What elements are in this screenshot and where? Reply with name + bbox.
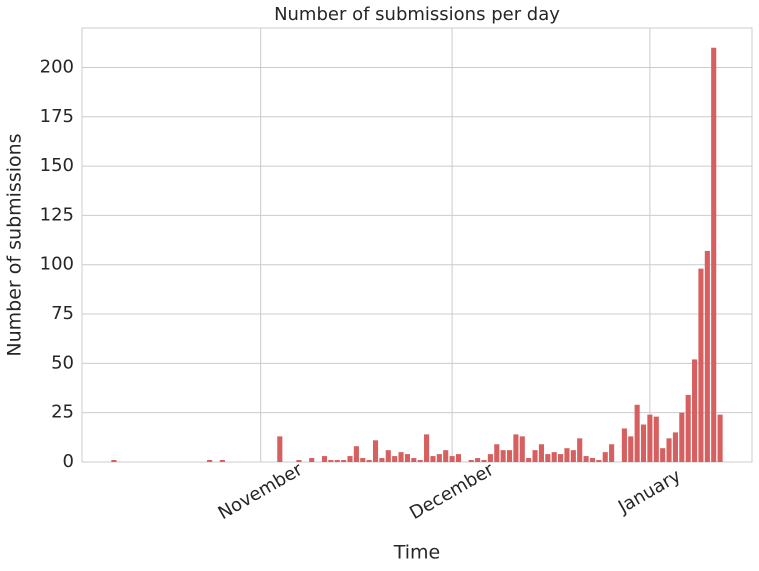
- plot-area: [81, 27, 753, 463]
- bar: [621, 428, 627, 462]
- bar: [564, 448, 570, 462]
- bar: [704, 250, 710, 462]
- y-tick-label: 75: [51, 303, 74, 324]
- bar: [430, 456, 436, 462]
- y-tick-label: 150: [40, 155, 74, 176]
- bar: [436, 454, 442, 462]
- bar: [692, 359, 698, 462]
- y-tick-label: 100: [40, 254, 74, 275]
- bar: [404, 454, 410, 462]
- bar: [666, 438, 672, 462]
- bar: [711, 47, 717, 463]
- bar: [577, 438, 583, 462]
- bar: [679, 412, 685, 462]
- bar: [545, 454, 551, 462]
- bar: [487, 454, 493, 462]
- bar: [424, 434, 430, 462]
- x-axis-label: Time: [393, 542, 441, 564]
- bar: [347, 456, 353, 462]
- bar: [417, 460, 423, 462]
- bar: [328, 460, 334, 462]
- bar: [558, 454, 564, 462]
- bar: [513, 434, 519, 462]
- bar: [596, 460, 602, 462]
- x-tick-label: January: [614, 465, 685, 518]
- bar: [506, 450, 513, 462]
- y-tick-label: 50: [51, 352, 74, 373]
- y-tick-label: 125: [40, 204, 74, 225]
- bar: [392, 456, 398, 462]
- bar: [309, 458, 315, 462]
- bar: [551, 452, 557, 462]
- bar: [455, 454, 462, 462]
- bar: [475, 458, 481, 462]
- bar: [653, 416, 659, 462]
- bar: [341, 460, 347, 462]
- bar: [526, 458, 532, 462]
- bar: [640, 424, 647, 462]
- bar: [685, 394, 691, 462]
- bar: [538, 444, 544, 462]
- chart-title: Number of submissions per day: [274, 4, 560, 25]
- bar: [602, 452, 608, 462]
- bar: [628, 436, 634, 462]
- bar: [494, 444, 500, 462]
- bar: [366, 460, 372, 462]
- bar: [589, 458, 596, 462]
- bar: [583, 456, 589, 462]
- bar: [672, 432, 678, 462]
- bar: [219, 460, 225, 462]
- bar: [207, 460, 213, 462]
- bar: [372, 440, 379, 462]
- bar: [717, 414, 723, 462]
- bars: [111, 47, 723, 463]
- bar: [481, 460, 487, 462]
- bar: [500, 450, 506, 462]
- y-tick-label: 25: [51, 402, 74, 423]
- bar: [647, 414, 653, 462]
- y-tick-label: 200: [40, 56, 74, 77]
- y-tick-label: 175: [40, 106, 74, 127]
- bar: [277, 436, 283, 462]
- bar: [353, 446, 359, 462]
- bar: [111, 460, 117, 462]
- bar: [609, 444, 615, 462]
- bar: [449, 456, 455, 462]
- bar: [443, 450, 449, 462]
- bar: [519, 436, 525, 462]
- x-tick-label: November: [215, 459, 307, 524]
- bar: [360, 458, 366, 462]
- bar: [698, 268, 704, 462]
- bar: [411, 458, 417, 462]
- bar: [379, 458, 385, 462]
- bar: [296, 460, 302, 462]
- bar: [385, 450, 391, 462]
- x-tick-label: December: [406, 459, 498, 524]
- bar: [634, 404, 640, 462]
- bar: [334, 460, 340, 462]
- bar: [468, 460, 474, 462]
- y-tick-label: 0: [63, 451, 74, 472]
- bar: [532, 450, 538, 462]
- grid: [82, 28, 752, 463]
- bar: [321, 456, 328, 462]
- bar: [398, 452, 404, 462]
- bar: [660, 448, 666, 462]
- y-axis-label: Number of submissions: [4, 133, 26, 356]
- bar: [570, 450, 576, 462]
